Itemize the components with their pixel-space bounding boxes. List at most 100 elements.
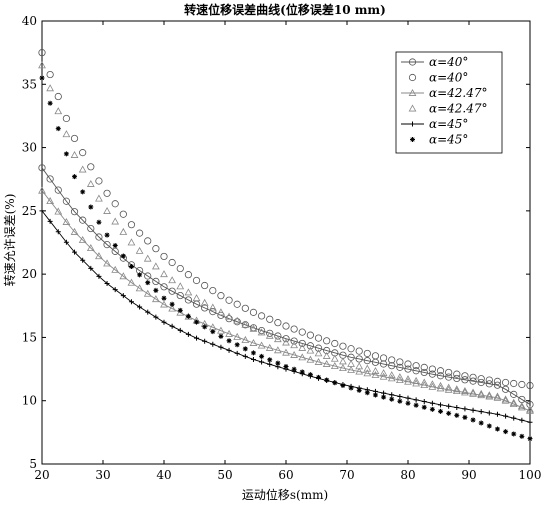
data-point bbox=[452, 387, 461, 395]
data-point bbox=[103, 241, 111, 249]
data-point bbox=[485, 380, 493, 388]
data-point bbox=[96, 219, 102, 225]
legend-item: α=40° bbox=[401, 55, 468, 69]
data-point bbox=[306, 346, 315, 354]
legend-item: α=45° bbox=[410, 133, 468, 147]
data-point bbox=[111, 247, 119, 255]
data-point bbox=[412, 376, 421, 384]
data-point bbox=[347, 365, 355, 373]
data-point bbox=[63, 239, 69, 245]
data-point bbox=[38, 61, 46, 69]
data-point bbox=[503, 429, 509, 435]
data-point bbox=[169, 301, 175, 307]
data-point bbox=[225, 296, 233, 304]
data-point bbox=[444, 383, 453, 391]
data-point bbox=[160, 300, 168, 308]
data-point bbox=[510, 390, 518, 398]
data-point bbox=[413, 397, 419, 403]
data-point bbox=[120, 293, 126, 299]
legend-label: α=40° bbox=[429, 71, 468, 85]
data-point bbox=[79, 149, 87, 157]
data-point bbox=[404, 360, 412, 368]
data-point bbox=[347, 359, 355, 367]
data-point bbox=[501, 385, 510, 393]
data-point bbox=[486, 410, 492, 416]
data-point bbox=[70, 150, 79, 158]
data-point bbox=[242, 353, 248, 359]
x-tick-label: 30 bbox=[95, 468, 110, 482]
data-point bbox=[348, 385, 354, 391]
data-point bbox=[396, 358, 404, 366]
data-point bbox=[46, 197, 55, 205]
data-point bbox=[151, 262, 160, 270]
data-point bbox=[397, 398, 403, 404]
data-point bbox=[371, 366, 380, 374]
data-point bbox=[96, 273, 102, 279]
data-point bbox=[429, 406, 435, 412]
data-point bbox=[462, 406, 468, 412]
data-point bbox=[454, 405, 460, 411]
data-point bbox=[112, 243, 118, 249]
legend-marker bbox=[408, 58, 417, 66]
data-point bbox=[519, 417, 525, 423]
data-point bbox=[201, 281, 209, 290]
legend-marker bbox=[408, 73, 417, 82]
data-point bbox=[160, 252, 168, 261]
data-point bbox=[316, 374, 322, 380]
legend-item: α=40° bbox=[408, 71, 468, 85]
data-point bbox=[95, 177, 103, 185]
data-point bbox=[298, 353, 307, 361]
data-point bbox=[526, 405, 534, 413]
y-tick-label: 20 bbox=[22, 267, 37, 281]
x-tick-label: 20 bbox=[34, 468, 49, 482]
data-point bbox=[80, 189, 86, 195]
data-point bbox=[356, 387, 362, 393]
data-point bbox=[257, 312, 266, 320]
data-point bbox=[177, 307, 183, 313]
data-point bbox=[444, 385, 453, 393]
data-point bbox=[273, 335, 282, 343]
data-point bbox=[486, 423, 492, 429]
data-point bbox=[95, 252, 103, 260]
data-point bbox=[119, 272, 128, 280]
data-point bbox=[54, 186, 62, 194]
data-point bbox=[445, 373, 453, 381]
data-point bbox=[307, 372, 313, 378]
data-point bbox=[461, 376, 469, 384]
data-point bbox=[54, 207, 63, 215]
data-point bbox=[184, 271, 192, 279]
data-point bbox=[127, 278, 136, 286]
data-point bbox=[339, 357, 347, 365]
data-point bbox=[493, 377, 502, 385]
data-point bbox=[355, 347, 363, 355]
data-point bbox=[143, 254, 152, 262]
series-line bbox=[41, 190, 531, 412]
x-tick-label: 40 bbox=[156, 468, 171, 482]
data-point bbox=[517, 402, 526, 410]
data-point bbox=[54, 107, 63, 115]
data-point bbox=[210, 341, 216, 347]
data-point bbox=[290, 341, 299, 349]
data-point bbox=[267, 357, 273, 363]
legend-item: α=42.47° bbox=[401, 86, 488, 100]
data-point bbox=[202, 338, 208, 344]
data-point bbox=[517, 403, 526, 411]
data-point bbox=[485, 376, 493, 384]
data-point bbox=[371, 352, 380, 360]
data-point bbox=[54, 92, 62, 101]
data-point bbox=[330, 354, 339, 362]
data-point bbox=[104, 281, 110, 287]
data-point bbox=[275, 360, 281, 366]
data-point bbox=[462, 414, 468, 420]
data-point bbox=[265, 343, 274, 351]
data-point bbox=[518, 380, 526, 389]
data-point bbox=[168, 304, 177, 312]
data-point bbox=[119, 227, 128, 235]
data-point bbox=[169, 323, 175, 329]
data-point bbox=[509, 400, 518, 408]
data-point bbox=[323, 346, 331, 355]
ticks-layer: 20 30 40 50 60 70 80 90 100 5 10 15 20 25 30 35 40 bbox=[22, 14, 541, 482]
data-point bbox=[137, 272, 143, 278]
data-point bbox=[79, 216, 87, 224]
data-point bbox=[274, 332, 282, 340]
